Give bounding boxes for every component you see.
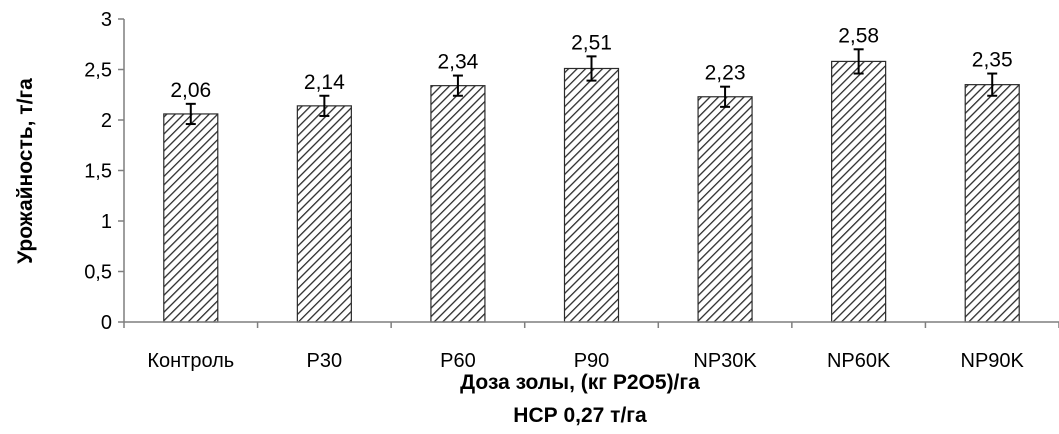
y-tick-label: 1 xyxy=(101,211,112,233)
x-tick-label: Контроль xyxy=(147,350,234,372)
bar xyxy=(296,105,352,323)
data-labels: 2,06 2,14 2,34 2,51 2,23 2,58 2,35 xyxy=(170,24,1012,102)
y-axis-label: Урожайность, т/га xyxy=(14,78,37,264)
data-label: 2,34 xyxy=(437,51,478,74)
y-tick-label: 0 xyxy=(101,312,112,334)
y-tick-label: 0,5 xyxy=(84,262,112,284)
x-tick-label: NP30K xyxy=(693,350,757,372)
x-axis-label: Доза золы, (кг P2O5)/га xyxy=(460,371,700,394)
axes xyxy=(123,19,1059,323)
data-label: 2,14 xyxy=(304,71,345,94)
x-tick-label: NP90K xyxy=(961,350,1025,372)
y-tick-label: 2 xyxy=(101,110,112,132)
x-tick-label: P90 xyxy=(574,350,610,372)
data-label: 2,23 xyxy=(705,62,746,85)
data-label: 2,58 xyxy=(838,24,879,47)
y-tick-label: 1,5 xyxy=(84,161,112,183)
y-axis-ticks: 0 0,5 1 1,5 2 2,5 3 xyxy=(84,9,124,334)
bar xyxy=(831,60,887,323)
x-tick-label: P30 xyxy=(307,350,343,372)
data-label: 2,35 xyxy=(972,49,1013,72)
y-tick-label: 3 xyxy=(101,9,112,31)
data-label: 2,51 xyxy=(571,31,612,54)
x-axis-sublabel: НСР 0,27 т/га xyxy=(513,404,647,427)
x-tick-label: P60 xyxy=(440,350,476,372)
error-bars xyxy=(185,48,998,126)
x-tick-label: NP60K xyxy=(827,350,891,372)
bar xyxy=(964,84,1020,323)
bar xyxy=(563,67,620,323)
data-label: 2,06 xyxy=(170,79,211,102)
bar xyxy=(697,96,753,323)
x-axis-ticks: Контроль P30 P60 P90 NP30K NP60K NP90K xyxy=(123,322,1059,372)
bar xyxy=(163,113,219,323)
y-tick-label: 2,5 xyxy=(84,60,112,82)
bar xyxy=(430,85,486,323)
bars xyxy=(163,60,1020,323)
